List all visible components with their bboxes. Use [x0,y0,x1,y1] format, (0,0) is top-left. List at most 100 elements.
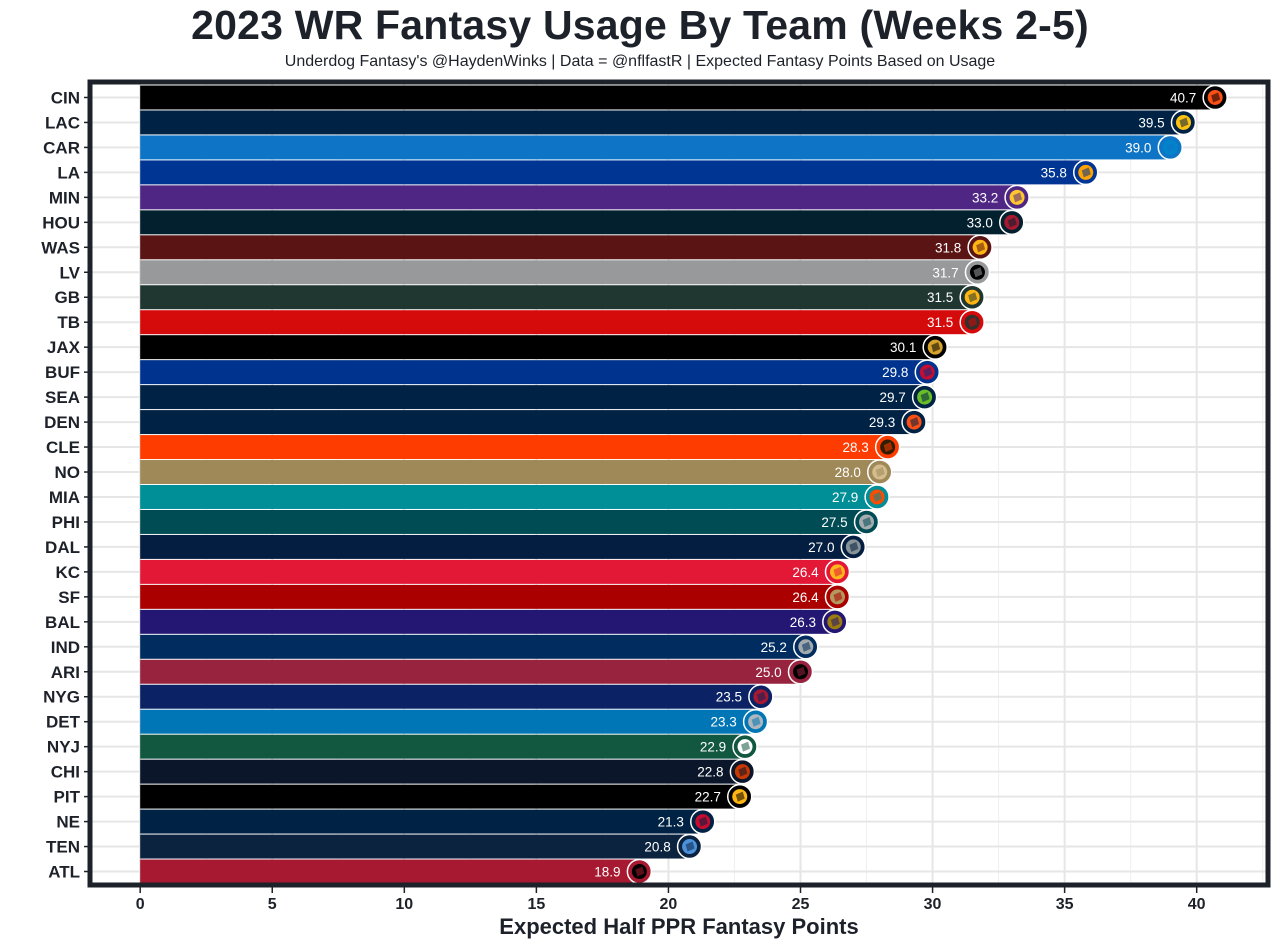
bar-value-label: 25.0 [755,665,781,680]
bar-value-label: 39.5 [1138,115,1164,130]
browns-logo-icon [874,434,901,460]
bar-value-label: 22.7 [695,790,721,805]
bar-value-label: 20.8 [644,840,670,855]
chart-subtitle: Underdog Fantasy's @HaydenWinks | Data =… [284,53,996,70]
x-tick-label: 5 [268,896,277,913]
buccaneers-logo-icon [959,309,985,335]
bar-value-label: 29.8 [882,365,908,380]
bar-value-label: 26.4 [792,590,819,605]
y-tick-label: MIA [49,488,80,507]
bar-value-label: 29.7 [879,390,905,405]
jets-logo-icon [732,733,758,760]
y-tick-label: IND [51,638,80,657]
jaguars-logo-icon [922,334,948,360]
x-tick-label: 25 [792,896,810,913]
x-tick-label: 0 [136,896,145,913]
bar-atl [140,859,640,884]
bar-value-label: 28.3 [843,440,869,455]
bar-hou [140,210,1012,235]
bar-value-label: 40.7 [1170,90,1196,105]
y-tick-label: BAL [45,613,80,632]
bar-ten [140,834,690,859]
bar-nyg [140,684,761,709]
dolphins-logo-icon [864,484,890,510]
y-tick-label: WAS [41,238,80,257]
bar-den [140,410,915,435]
bengals-logo-icon [1202,84,1228,111]
bar-lac [140,110,1184,135]
ravens-logo-icon [822,609,848,635]
bar-bal [140,609,835,634]
y-tick-label: CAR [43,138,80,157]
bar-jax [140,335,936,360]
x-tick-label: 15 [527,896,545,913]
saints-logo-icon [866,459,893,485]
bar-value-label: 27.5 [821,515,847,530]
bar-was [140,235,981,260]
y-tick-label: SEA [45,388,80,407]
x-tick-label: 40 [1188,896,1206,913]
team-logos [626,84,1228,885]
y-tick-label: LV [60,263,81,282]
steelers-logo-icon [726,783,753,810]
bar-value-label: 33.2 [972,190,998,205]
commanders-logo-icon [967,234,993,261]
bars [140,85,1216,884]
bar-phi [140,509,867,534]
x-axis-label: Expected Half PPR Fantasy Points [499,914,858,939]
bar-value-label: 21.3 [658,815,684,830]
y-tick-label: TEN [46,838,80,857]
y-tick-label: ATL [48,863,80,882]
y-tick-label: LAC [45,113,80,132]
packers-logo-icon [959,284,985,310]
bar-value-label: 31.7 [932,265,958,280]
bar-cin [140,85,1216,110]
bar-value-label: 22.9 [700,740,726,755]
bar-tb [140,310,973,335]
bar-value-label: 31.5 [927,290,953,305]
raiders-logo-icon [964,259,991,286]
lions-logo-icon [742,708,769,735]
bar-ne [140,809,703,834]
bar-value-label: 35.8 [1041,165,1067,180]
bills-logo-icon [914,359,941,385]
titans-logo-icon [676,833,703,860]
bar-no [140,460,880,485]
bar-value-label: 27.0 [808,540,834,555]
bar-min [140,185,1018,210]
bar-value-label: 31.8 [935,240,961,255]
y-tick-label: NO [55,463,81,482]
colts-logo-icon [793,634,819,660]
x-tick-label: 30 [924,896,942,913]
49ers-logo-icon [824,584,851,610]
bar-lv [140,260,978,285]
bar-value-label: 27.9 [832,490,858,505]
bar-value-label: 18.9 [594,865,620,880]
chart-title: 2023 WR Fantasy Usage By Team (Weeks 2-5… [191,2,1089,48]
x-tick-label: 10 [395,896,413,913]
bar-la [140,160,1086,185]
y-tick-label: TB [57,313,80,332]
y-tick-label: MIN [49,188,80,207]
y-tick-label: GB [55,288,81,307]
y-tick-label: CIN [51,88,80,107]
rams-logo-icon [1073,159,1099,186]
y-axis-ticks: CIN LAC CAR LA MIN HOU WAS LV GB TB JAX BUF SEA DEN CL… [41,88,89,882]
bar-value-label: 25.2 [761,640,787,655]
y-tick-label: CHI [51,763,80,782]
bar-sf [140,584,838,609]
broncos-logo-icon [901,409,927,435]
bar-value-label: 39.0 [1125,140,1151,155]
y-tick-label: PHI [52,513,80,532]
bar-chi [140,759,743,784]
y-tick-label: NYG [43,688,80,707]
patriots-logo-icon [690,808,716,835]
bar-value-label: 29.3 [869,415,895,430]
bar-sea [140,385,925,410]
bar-gb [140,285,973,310]
y-tick-label: DET [46,713,81,732]
chiefs-logo-icon [824,559,851,585]
y-tick-label: DAL [45,538,80,557]
plot-border [87,79,1271,888]
